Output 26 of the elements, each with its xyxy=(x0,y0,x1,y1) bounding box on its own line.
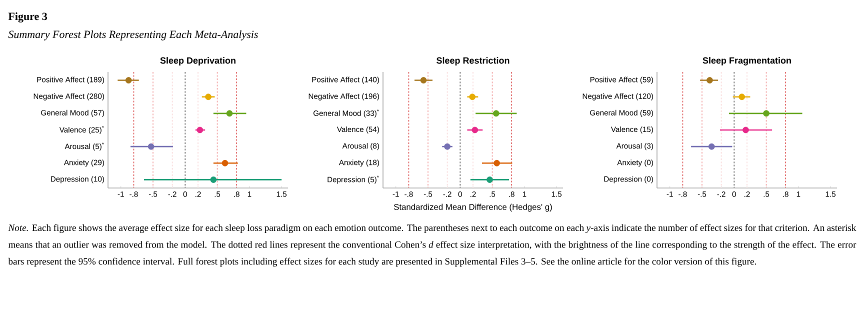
text: Summary Forest Plots Representing Each Meta-Analysis xyxy=(8,30,258,40)
point xyxy=(420,77,427,84)
point xyxy=(196,126,204,134)
point xyxy=(708,143,715,150)
point xyxy=(444,143,450,150)
chart-title: Sleep Deprivation xyxy=(160,57,236,66)
point xyxy=(763,110,770,117)
point xyxy=(492,110,500,117)
point xyxy=(486,176,493,183)
point xyxy=(742,126,749,134)
point xyxy=(148,143,154,150)
text: Figure 3 xyxy=(8,12,48,22)
point xyxy=(222,160,228,166)
chart-title: Sleep Restriction xyxy=(436,57,510,66)
point xyxy=(226,110,233,117)
point xyxy=(125,77,132,84)
text: Note. Each figure shows the average effect size for each sleep loss paradigm on each emotion outcome. The parentheses next to each outcome on eachy-axis indicate the number of effect sizes for that criterion. An asterisk means that an outlier was removed from the model. The dotted red lines represent the conventional Cohen’s d effect size interpretation, with the brightness of the line corresponding to the strength of the effect. The error bars represent the 95% confidence interval. Full forest plots including effect sizes for each study are presented in Supplemental Files 3–5. See the online article for the color version of this figure. xyxy=(8,224,856,267)
point xyxy=(738,94,746,100)
point xyxy=(210,176,217,183)
point xyxy=(205,94,212,100)
point xyxy=(469,94,476,100)
point xyxy=(472,126,478,134)
point xyxy=(494,160,500,166)
chart-title: Sleep Fragmentation xyxy=(702,57,791,66)
point xyxy=(706,77,713,84)
x-axis-title: Standardized Mean Difference (Hedges' g) xyxy=(394,204,552,212)
